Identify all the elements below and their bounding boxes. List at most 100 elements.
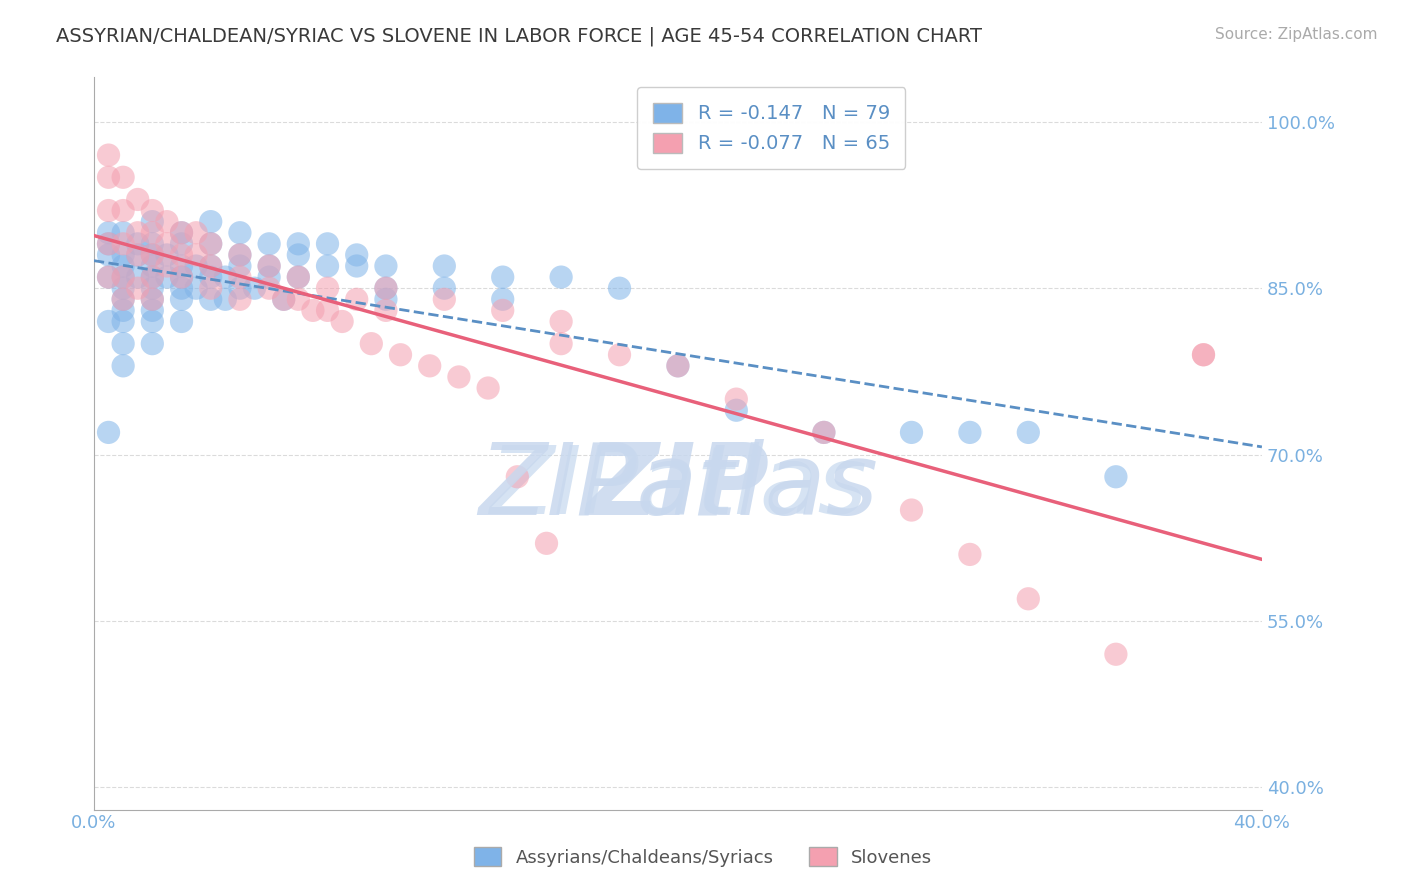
Point bbox=[302, 303, 325, 318]
Point bbox=[257, 281, 280, 295]
Point bbox=[287, 236, 309, 251]
Point bbox=[97, 236, 120, 251]
Point bbox=[112, 226, 135, 240]
Point bbox=[127, 226, 149, 240]
Point bbox=[97, 236, 120, 251]
Point bbox=[141, 248, 163, 262]
Legend: Assyrians/Chaldeans/Syriacs, Slovenes: Assyrians/Chaldeans/Syriacs, Slovenes bbox=[467, 840, 939, 874]
Point bbox=[813, 425, 835, 440]
Point bbox=[112, 281, 135, 295]
Point bbox=[609, 281, 631, 295]
Point bbox=[273, 293, 295, 307]
Point bbox=[112, 303, 135, 318]
Point bbox=[550, 270, 572, 285]
Point bbox=[97, 248, 120, 262]
Point bbox=[214, 270, 236, 285]
Point bbox=[257, 259, 280, 273]
Point bbox=[813, 425, 835, 440]
Point bbox=[1105, 647, 1128, 661]
Point bbox=[141, 214, 163, 228]
Point bbox=[229, 293, 252, 307]
Point bbox=[433, 293, 456, 307]
Point bbox=[170, 270, 193, 285]
Point bbox=[156, 270, 179, 285]
Point bbox=[127, 193, 149, 207]
Point bbox=[200, 259, 222, 273]
Point bbox=[112, 293, 135, 307]
Point bbox=[666, 359, 689, 373]
Point bbox=[200, 293, 222, 307]
Point bbox=[200, 214, 222, 228]
Point bbox=[112, 270, 135, 285]
Point bbox=[374, 281, 396, 295]
Point bbox=[156, 248, 179, 262]
Point bbox=[112, 270, 135, 285]
Point bbox=[900, 503, 922, 517]
Point bbox=[141, 336, 163, 351]
Point bbox=[374, 303, 396, 318]
Point bbox=[141, 226, 163, 240]
Point bbox=[184, 281, 207, 295]
Point bbox=[141, 303, 163, 318]
Point bbox=[97, 226, 120, 240]
Text: ZIPatlas: ZIPatlas bbox=[489, 442, 868, 533]
Point bbox=[200, 236, 222, 251]
Point bbox=[229, 259, 252, 273]
Text: ZIP: ZIP bbox=[586, 439, 769, 536]
Point bbox=[229, 226, 252, 240]
Point bbox=[112, 170, 135, 185]
Point bbox=[200, 270, 222, 285]
Point bbox=[433, 259, 456, 273]
Point bbox=[141, 314, 163, 328]
Point bbox=[112, 248, 135, 262]
Point bbox=[316, 303, 339, 318]
Point bbox=[141, 248, 163, 262]
Point bbox=[214, 293, 236, 307]
Point bbox=[184, 226, 207, 240]
Point bbox=[200, 259, 222, 273]
Point bbox=[374, 281, 396, 295]
Point bbox=[287, 293, 309, 307]
Point bbox=[170, 259, 193, 273]
Point bbox=[112, 336, 135, 351]
Point bbox=[127, 248, 149, 262]
Point bbox=[141, 281, 163, 295]
Point bbox=[360, 336, 382, 351]
Point bbox=[156, 214, 179, 228]
Legend: R = -0.147   N = 79, R = -0.077   N = 65: R = -0.147 N = 79, R = -0.077 N = 65 bbox=[637, 87, 905, 169]
Point bbox=[725, 392, 748, 406]
Point bbox=[374, 293, 396, 307]
Point bbox=[287, 270, 309, 285]
Point bbox=[433, 281, 456, 295]
Point bbox=[492, 303, 515, 318]
Point bbox=[112, 259, 135, 273]
Point bbox=[959, 548, 981, 562]
Point bbox=[666, 359, 689, 373]
Point bbox=[1017, 591, 1039, 606]
Point bbox=[229, 270, 252, 285]
Point bbox=[170, 281, 193, 295]
Point bbox=[141, 293, 163, 307]
Point bbox=[316, 236, 339, 251]
Point bbox=[229, 281, 252, 295]
Point bbox=[447, 370, 470, 384]
Point bbox=[389, 348, 412, 362]
Text: Source: ZipAtlas.com: Source: ZipAtlas.com bbox=[1215, 27, 1378, 42]
Point bbox=[156, 259, 179, 273]
Point bbox=[141, 203, 163, 218]
Point bbox=[156, 236, 179, 251]
Point bbox=[97, 425, 120, 440]
Point bbox=[170, 236, 193, 251]
Point bbox=[257, 236, 280, 251]
Point bbox=[97, 270, 120, 285]
Point bbox=[200, 236, 222, 251]
Point bbox=[550, 314, 572, 328]
Point bbox=[330, 314, 353, 328]
Point bbox=[346, 293, 368, 307]
Point bbox=[609, 348, 631, 362]
Point bbox=[141, 259, 163, 273]
Point bbox=[141, 236, 163, 251]
Point bbox=[257, 270, 280, 285]
Point bbox=[112, 359, 135, 373]
Point bbox=[184, 248, 207, 262]
